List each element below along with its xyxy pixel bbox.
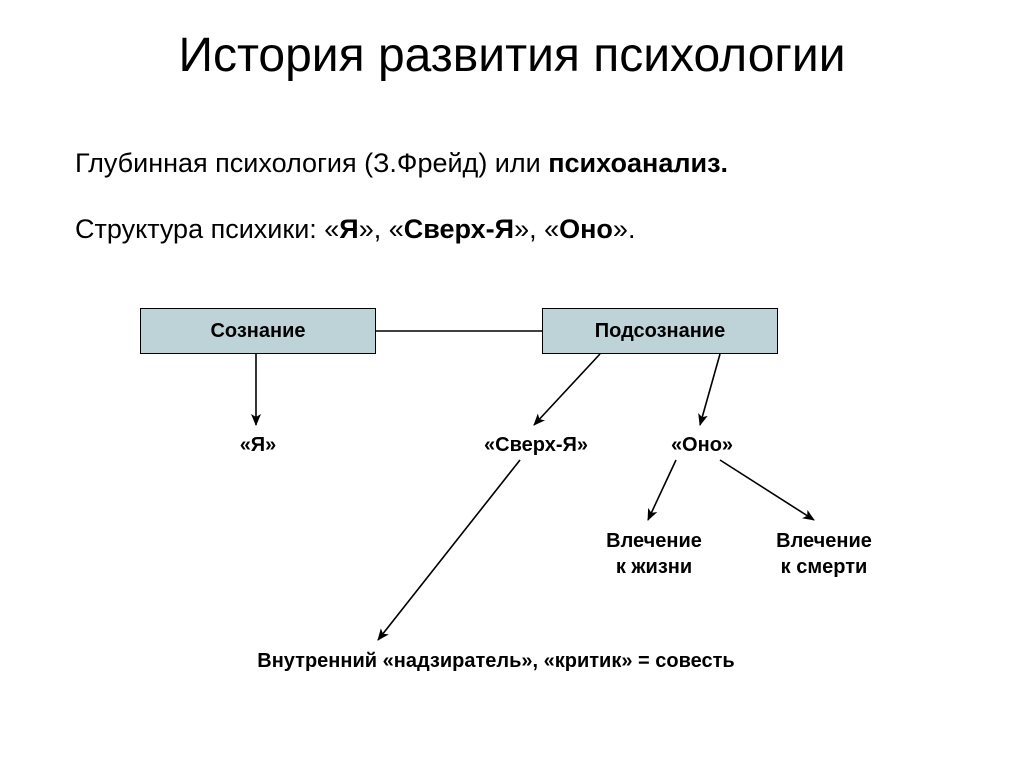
box-consciousness-label: Сознание	[210, 320, 305, 343]
box-subconscious-label: Подсознание	[595, 320, 725, 343]
label-death-line1: Влечение	[764, 530, 884, 553]
slide-title: История развития психологии	[0, 28, 1024, 83]
label-bottom: Внутренний «надзиратель», «критик» = сов…	[216, 650, 776, 673]
label-death-line2: к смерти	[764, 556, 884, 579]
label-life-line1: Влечение	[594, 530, 714, 553]
label-ya: «Я»	[198, 434, 318, 457]
slide-root: История развития психологии Глубинная пс…	[0, 0, 1024, 767]
box-consciousness: Сознание	[140, 308, 376, 354]
paragraph-2: Структура психики: «Я», «Сверх-Я», «Оно»…	[75, 214, 955, 245]
paragraph-1: Глубинная психология (З.Фрейд) или психо…	[75, 148, 955, 179]
box-subconscious: Подсознание	[542, 308, 778, 354]
label-sverkhya: «Сверх-Я»	[466, 434, 606, 457]
label-life-line2: к жизни	[594, 556, 714, 579]
label-ono: «Оно»	[652, 434, 752, 457]
